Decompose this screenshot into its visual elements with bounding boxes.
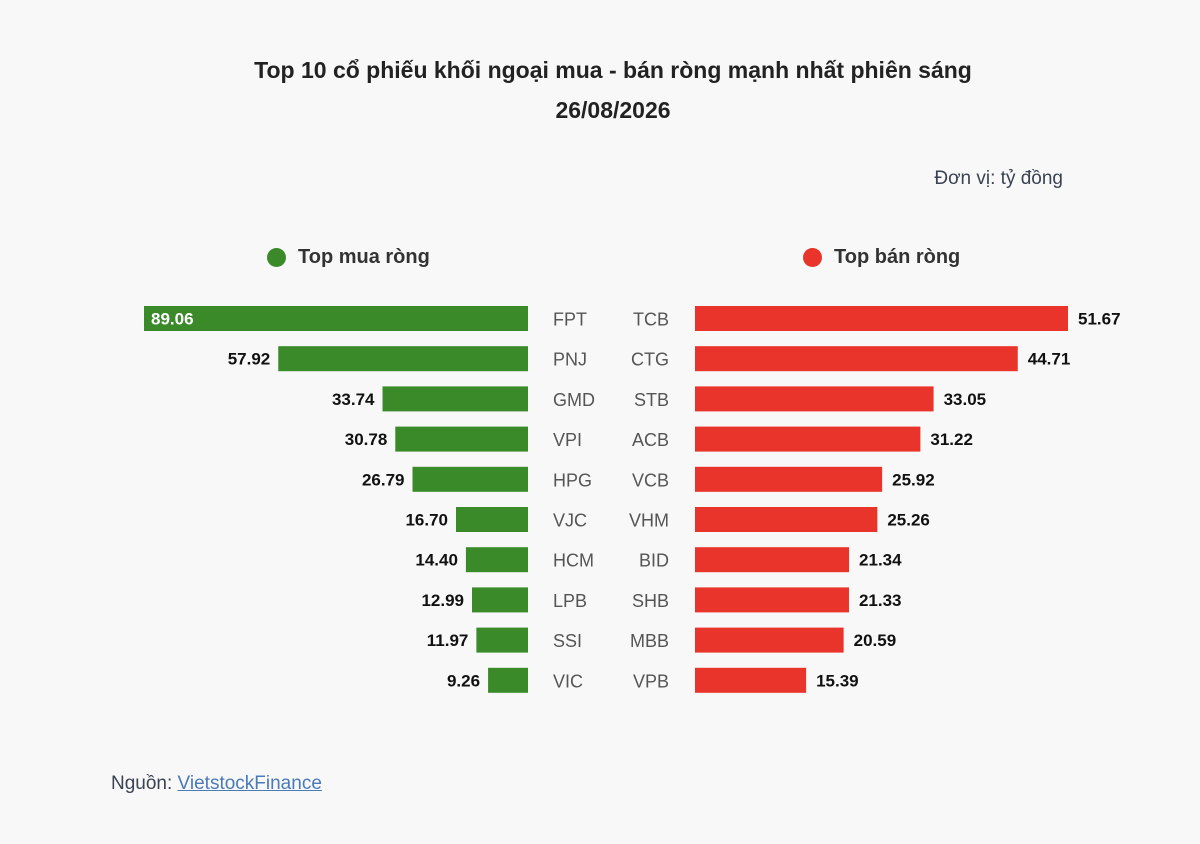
buy-ticker-label: VJC	[553, 511, 587, 531]
source-credit: Nguồn: VietstockFinance	[111, 773, 322, 795]
buy-value-label: 16.70	[405, 511, 448, 530]
sell-ticker-label: MBB	[630, 631, 669, 651]
sell-value-label: 44.71	[1028, 350, 1071, 369]
buy-ticker-label: LPB	[553, 591, 587, 611]
buy-bar-lpb	[471, 587, 528, 613]
source-label: Nguồn:	[111, 773, 178, 794]
sell-ticker-label: SHB	[632, 591, 669, 611]
sell-bar-ctg	[695, 346, 1018, 372]
buy-bar-hpg	[412, 466, 528, 492]
buy-value-label: 89.06	[151, 310, 194, 329]
buy-ticker-label: PNJ	[553, 350, 587, 370]
source-link[interactable]: VietstockFinance	[177, 773, 322, 794]
chart-title-line: Top 10 cổ phiếu khối ngoại mua - bán ròn…	[254, 57, 972, 83]
legend-sell: Top bán ròng	[803, 246, 960, 269]
sell-value-label: 25.26	[887, 511, 930, 530]
buy-bar-vpi	[395, 426, 528, 452]
sell-ticker-label: VPB	[633, 671, 669, 691]
buy-bar-pnj	[278, 346, 528, 372]
buy-value-label: 12.99	[421, 591, 464, 610]
buy-bar-ssi	[476, 627, 528, 653]
sell-bar-bid	[695, 547, 850, 573]
sell-bar-tcb	[695, 306, 1068, 331]
sell-bar-mbb	[695, 627, 844, 653]
sell-value-label: 25.92	[892, 470, 935, 489]
buy-value-label: 57.92	[228, 350, 271, 369]
sell-ticker-label: CTG	[631, 350, 669, 370]
buy-ticker-label: VPI	[553, 430, 582, 450]
buy-value-label: 33.74	[332, 390, 375, 409]
buy-ticker-label: FPT	[553, 310, 587, 330]
sell-value-label: 21.33	[859, 591, 902, 610]
sell-value-label: 15.39	[816, 671, 859, 690]
buy-ticker-label: GMD	[553, 390, 595, 410]
buy-bar-hcm	[465, 547, 528, 573]
buy-bar-vjc	[455, 507, 528, 532]
legend-buy-label: Top mua ròng	[298, 246, 430, 268]
sell-value-label: 20.59	[854, 631, 897, 650]
sell-ticker-label: VHM	[629, 511, 669, 531]
buy-value-label: 30.78	[345, 430, 388, 449]
chart-subtitle: 26/08/2026	[555, 97, 671, 123]
sell-ticker-label: STB	[634, 390, 669, 410]
sell-value-label: 31.22	[930, 430, 973, 449]
buy-ticker-label: VIC	[553, 671, 583, 691]
buy-value-label: 26.79	[362, 470, 405, 489]
buy-bar-vic	[488, 667, 528, 693]
buy-ticker-label: SSI	[553, 631, 582, 651]
unit-label: Đơn vị: tỷ đồng	[934, 168, 1063, 189]
sell-ticker-label: BID	[639, 551, 669, 571]
sell-bar-vhm	[695, 507, 878, 532]
sell-bar-vcb	[695, 466, 883, 492]
sell-bar-acb	[695, 426, 921, 452]
legend-buy: Top mua ròng	[267, 246, 430, 269]
chart-title: Top 10 cổ phiếu khối ngoại mua - bán ròn…	[0, 50, 1200, 130]
buy-value-label: 14.40	[415, 551, 458, 570]
buy-ticker-label: HCM	[553, 551, 594, 571]
buy-value-label: 11.97	[427, 631, 469, 650]
sell-ticker-label: VCB	[632, 470, 669, 490]
sell-ticker-label: TCB	[633, 310, 669, 330]
buy-value-label: 9.26	[447, 671, 480, 690]
sell-bar-vpb	[695, 667, 807, 693]
legend-sell-dot-icon	[803, 248, 822, 267]
sell-ticker-label: ACB	[632, 430, 669, 450]
sell-value-label: 33.05	[944, 390, 987, 409]
sell-value-label: 51.67	[1078, 310, 1121, 329]
buy-bar-gmd	[382, 386, 528, 412]
legend-sell-label: Top bán ròng	[834, 246, 961, 268]
buy-bar-fpt	[144, 306, 528, 331]
buy-ticker-label: HPG	[553, 470, 592, 490]
sell-bar-stb	[695, 386, 934, 412]
legend-buy-dot-icon	[267, 248, 286, 267]
sell-bar-shb	[695, 587, 849, 613]
sell-value-label: 21.34	[859, 551, 902, 570]
